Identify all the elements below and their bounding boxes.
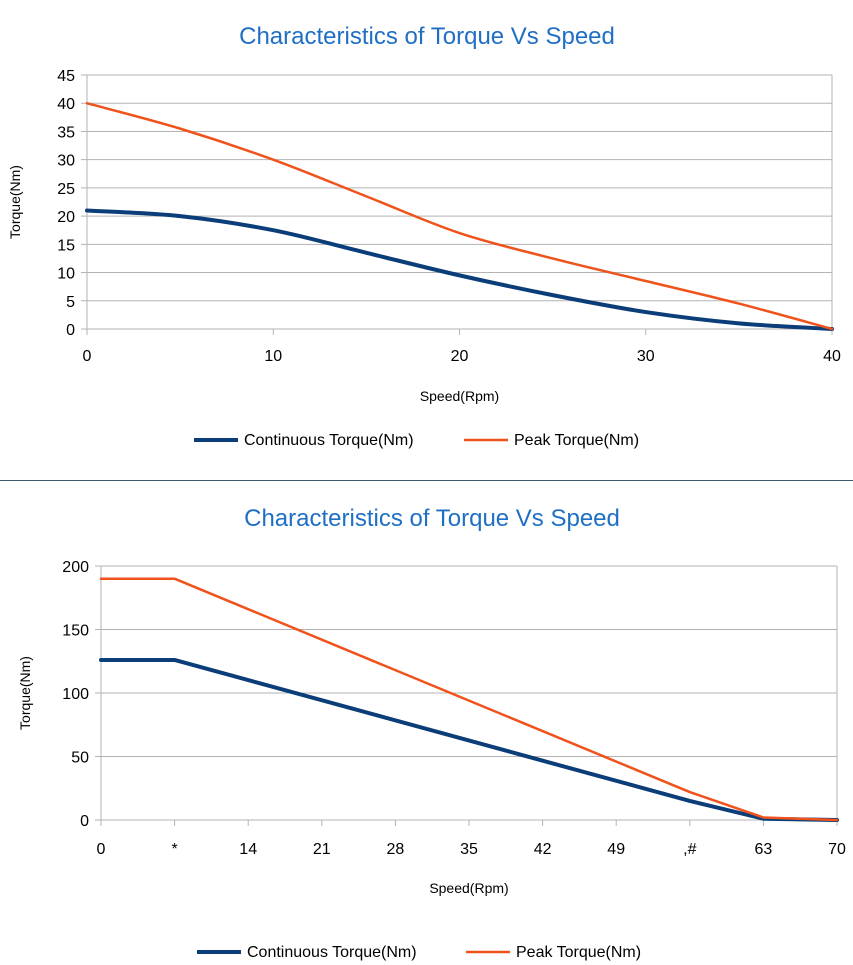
y-tick-label: 200 <box>62 559 89 576</box>
y-tick-label: 30 <box>57 153 75 170</box>
legend-peak-label: Peak Torque(Nm) <box>516 944 641 961</box>
peak-torque-line <box>99 577 839 822</box>
y-tick-label: 150 <box>62 623 89 640</box>
y-axis-label: Torque(Nm) <box>7 165 23 239</box>
legend-peak-label: Peak Torque(Nm) <box>514 432 639 449</box>
x-axis-label: Speed(Rpm) <box>420 388 499 404</box>
x-tick-label: * <box>171 841 177 858</box>
y-tick-label: 100 <box>62 686 89 703</box>
y-axis-label: Torque(Nm) <box>17 656 33 730</box>
y-tick-label: 45 <box>57 68 75 85</box>
y-tick-label: 15 <box>57 237 75 254</box>
x-tick-label: 40 <box>823 348 841 365</box>
x-tick-label: 0 <box>83 348 92 365</box>
torque-speed-chart-2: Characteristics of Torque Vs Speed 0 50 100… <box>17 505 846 961</box>
x-tick-label: 28 <box>387 841 405 858</box>
y-tick-label: 25 <box>57 181 75 198</box>
torque-speed-chart-1: Characteristics of Torque Vs Speed 0 5 10 15… <box>7 23 841 449</box>
x-tick-label: 30 <box>637 348 655 365</box>
chart-title: Characteristics of Torque Vs Speed <box>239 23 615 50</box>
continuous-torque-line <box>85 208 834 331</box>
peak-torque-line <box>85 101 834 331</box>
legend-continuous-label: Continuous Torque(Nm) <box>247 944 417 961</box>
y-tick-label: 10 <box>57 266 75 283</box>
x-tick-label: 35 <box>460 841 478 858</box>
x-axis-label: Speed(Rpm) <box>429 880 508 896</box>
x-tick-label: 0 <box>97 841 106 858</box>
chart-divider <box>0 480 853 481</box>
x-tick-label: 63 <box>755 841 773 858</box>
x-tick-label: 14 <box>239 841 257 858</box>
x-tick-label: 21 <box>313 841 331 858</box>
continuous-torque-line <box>99 657 839 822</box>
x-tick-label: 42 <box>534 841 552 858</box>
x-tick-label: 10 <box>264 348 282 365</box>
chart-title: Characteristics of Torque Vs Speed <box>244 505 620 532</box>
y-tick-label: 5 <box>66 294 75 311</box>
x-tick-label: 70 <box>828 841 846 858</box>
y-tick-label: 20 <box>57 209 75 226</box>
y-tick-label: 35 <box>57 124 75 141</box>
y-tick-label: 40 <box>57 96 75 113</box>
legend-continuous-label: Continuous Torque(Nm) <box>244 432 414 449</box>
x-tick-label: 49 <box>607 841 625 858</box>
y-tick-label: 0 <box>80 813 89 830</box>
x-tick-label: 20 <box>451 348 469 365</box>
x-tick-label: ,# <box>683 841 696 858</box>
y-tick-label: 50 <box>71 750 89 767</box>
y-tick-label: 0 <box>66 322 75 339</box>
